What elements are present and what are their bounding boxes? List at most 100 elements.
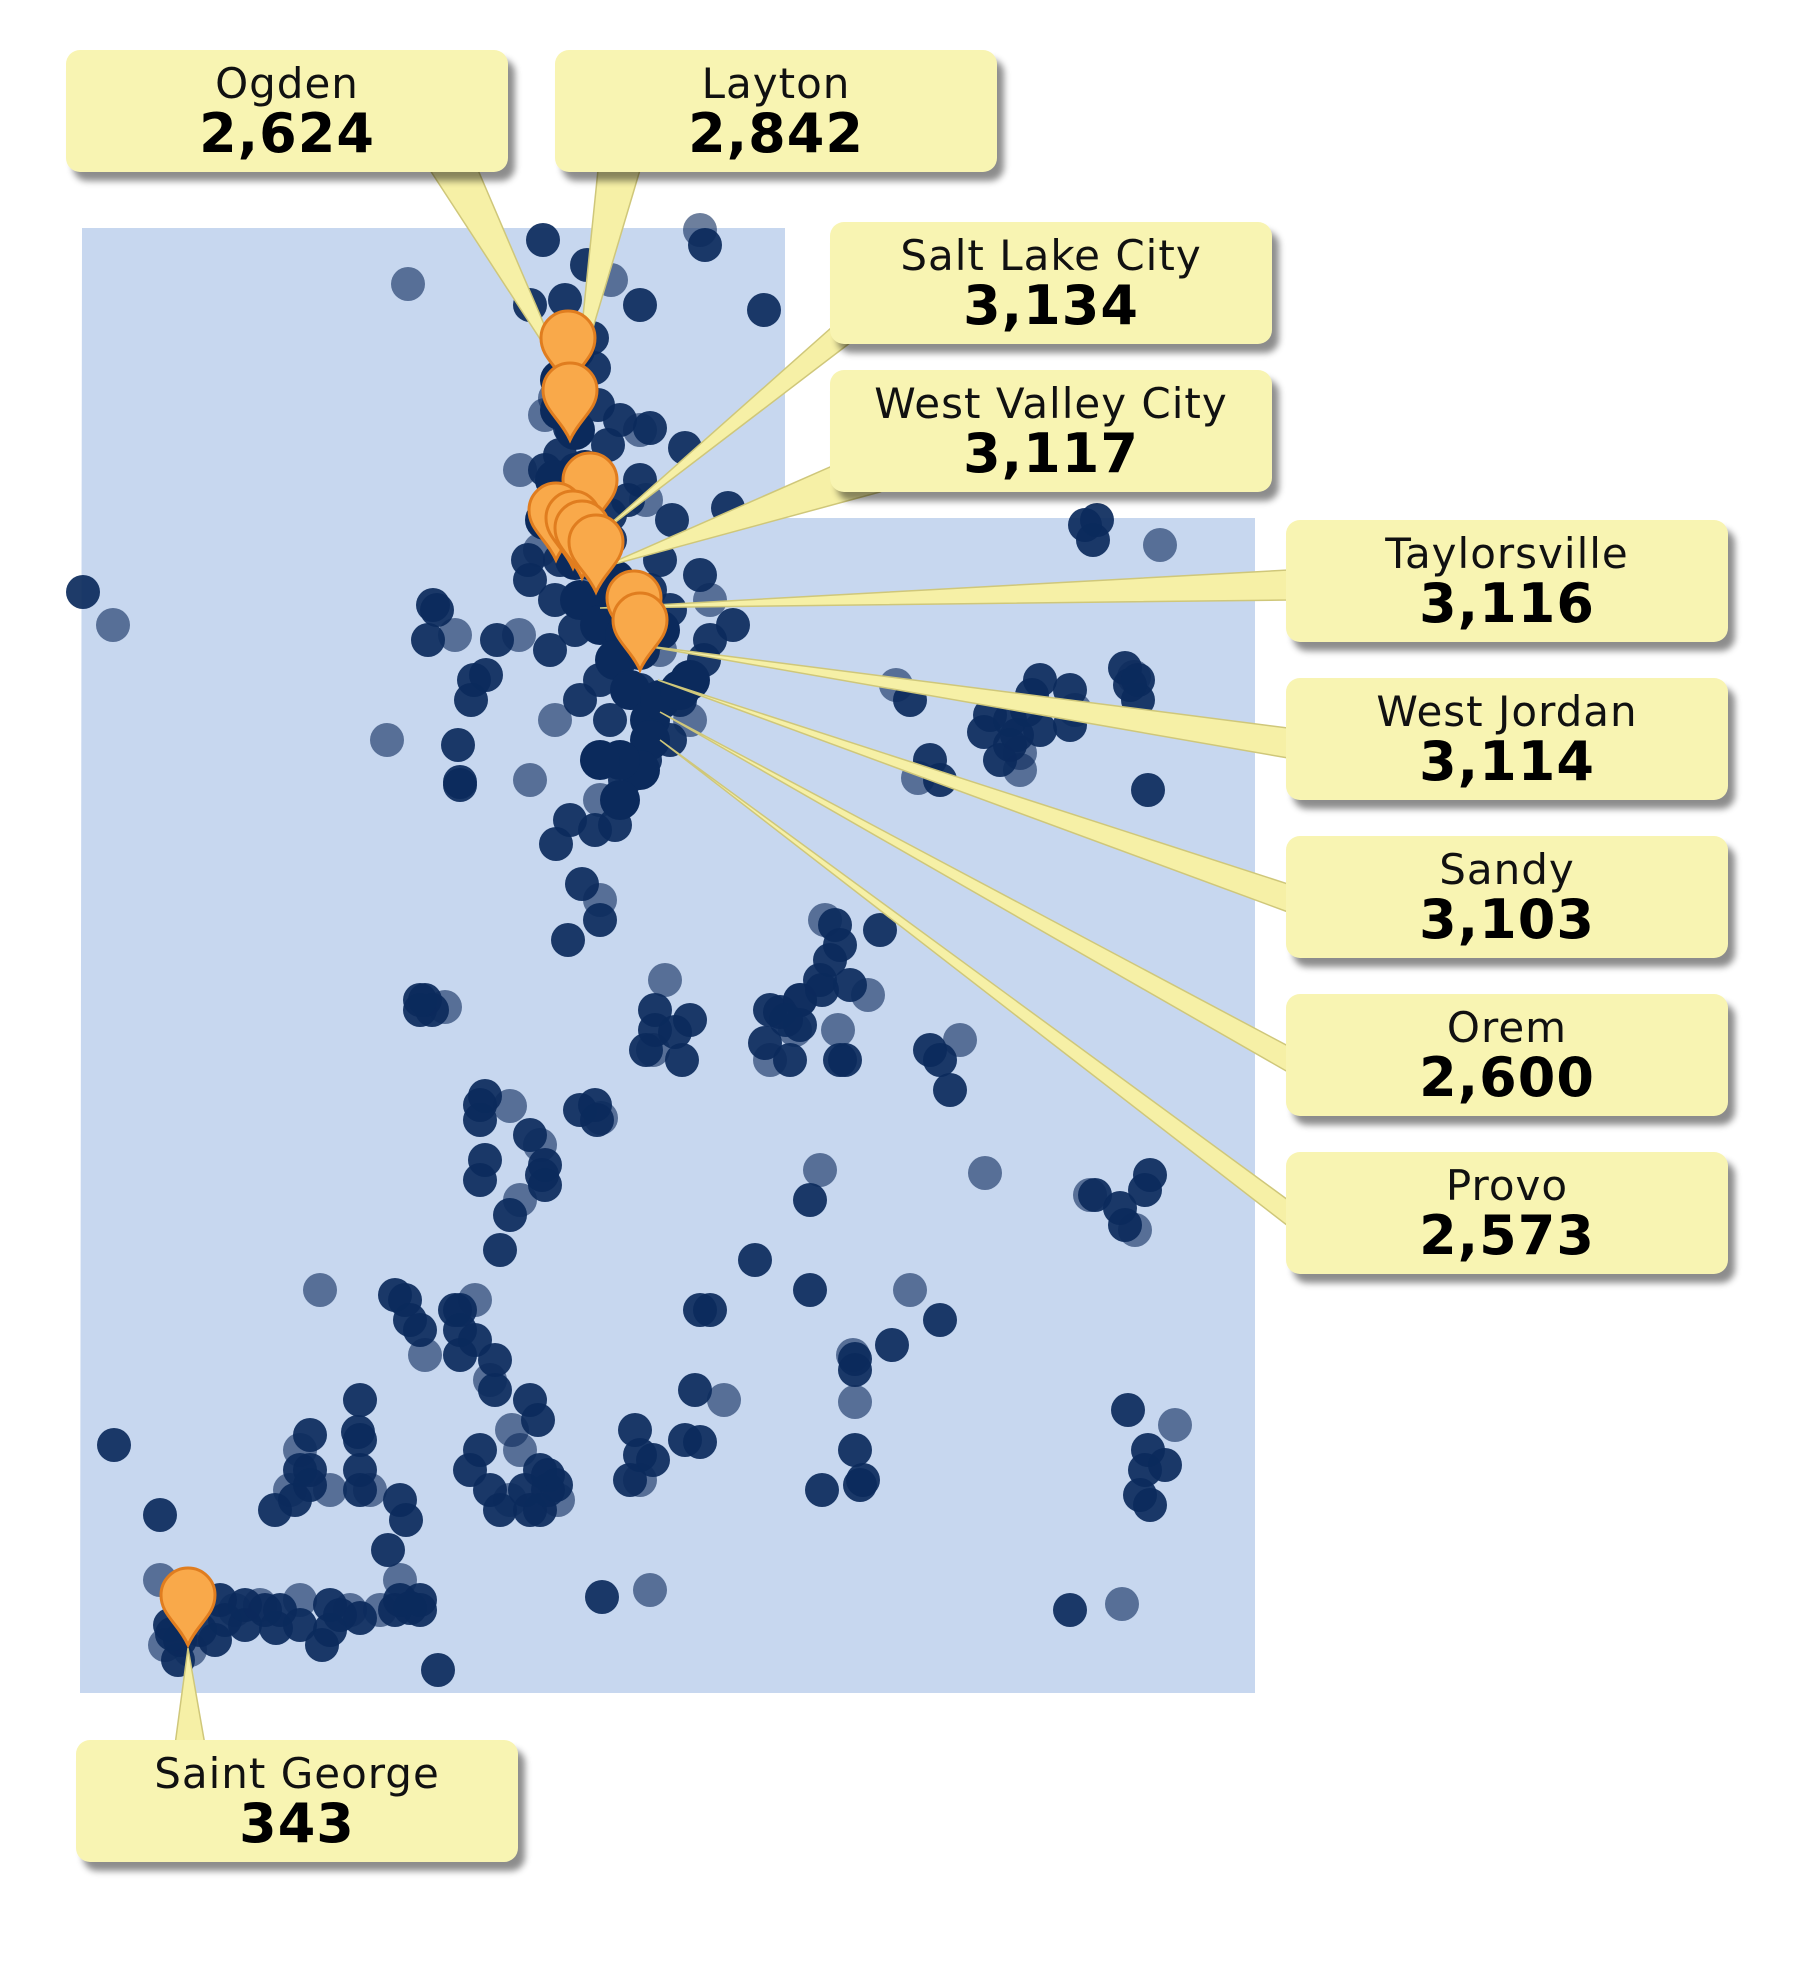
- location-dot: [438, 618, 472, 652]
- map-pin-icon[interactable]: [567, 513, 625, 596]
- location-dot: [97, 1428, 131, 1462]
- location-dot: [411, 623, 445, 657]
- location-dot: [1123, 1478, 1157, 1512]
- location-dot: [1131, 773, 1165, 807]
- callout-city: Saint George: [154, 1748, 440, 1798]
- callout-ogden[interactable]: Ogden 2,624: [66, 50, 508, 172]
- callout-count: 2,624: [199, 102, 375, 166]
- location-dot: [403, 983, 437, 1017]
- location-dot: [658, 1015, 692, 1049]
- location-dot: [278, 1483, 312, 1517]
- location-dot: [578, 1088, 612, 1122]
- location-dot: [421, 1653, 455, 1687]
- location-dot: [1003, 736, 1037, 770]
- location-dot: [1133, 1158, 1167, 1192]
- location-dot: [283, 1453, 317, 1487]
- location-dot: [668, 1423, 702, 1457]
- location-dot: [383, 1583, 417, 1617]
- callout-provo[interactable]: Provo 2,573: [1286, 1152, 1728, 1274]
- location-dot: [803, 1153, 837, 1187]
- callout-city: Orem: [1446, 1002, 1568, 1052]
- location-dot: [483, 1233, 517, 1267]
- map-pin-icon[interactable]: [159, 1566, 217, 1649]
- location-dot: [633, 1573, 667, 1607]
- location-dot: [838, 1433, 872, 1467]
- callout-orem[interactable]: Orem 2,600: [1286, 994, 1728, 1116]
- location-dot: [793, 1273, 827, 1307]
- location-dot: [670, 660, 710, 700]
- location-dot: [838, 1342, 872, 1376]
- callout-city: West Valley City: [874, 378, 1228, 428]
- location-dot: [533, 633, 567, 667]
- callout-count: 2,842: [688, 102, 864, 166]
- location-dot: [1080, 503, 1114, 537]
- location-dot: [678, 1373, 712, 1407]
- location-dot: [753, 1043, 787, 1077]
- location-dot: [548, 283, 582, 317]
- location-dot: [391, 267, 425, 301]
- callout-city: Ogden: [215, 58, 359, 108]
- location-dot: [595, 640, 635, 680]
- location-dot: [513, 1118, 547, 1152]
- callout-count: 343: [239, 1792, 355, 1856]
- location-dot: [593, 703, 627, 737]
- location-dot: [513, 563, 547, 597]
- location-dot: [443, 765, 477, 799]
- callout-saint-george[interactable]: Saint George 343: [76, 1740, 518, 1862]
- location-dot: [343, 1423, 377, 1457]
- location-dot: [633, 411, 667, 445]
- location-dot: [378, 1278, 412, 1312]
- location-dot: [1073, 1178, 1107, 1212]
- location-dot: [863, 913, 897, 947]
- location-dot: [583, 903, 617, 937]
- location-dot: [967, 715, 1001, 749]
- location-dot: [469, 658, 503, 692]
- callout-salt-lake-city[interactable]: Salt Lake City 3,134: [830, 222, 1272, 344]
- callout-count: 3,116: [1419, 572, 1595, 636]
- location-dot: [838, 1385, 872, 1419]
- location-dot: [623, 1438, 657, 1472]
- location-dot: [443, 1338, 477, 1372]
- callout-west-jordan[interactable]: West Jordan 3,114: [1286, 678, 1728, 800]
- location-dot: [629, 1033, 663, 1067]
- location-dot: [313, 1613, 347, 1647]
- location-dot: [665, 1043, 699, 1077]
- callout-layton[interactable]: Layton 2,842: [555, 50, 997, 172]
- location-dot: [441, 728, 475, 762]
- location-dot: [805, 1473, 839, 1507]
- location-dot: [821, 1013, 855, 1047]
- location-dot: [454, 683, 488, 717]
- location-dot: [293, 1418, 327, 1452]
- callout-leader-lines: [174, 169, 1289, 1746]
- location-dot: [538, 703, 572, 737]
- callout-city: West Jordan: [1376, 686, 1638, 736]
- location-dot: [503, 453, 537, 487]
- location-dot: [463, 1163, 497, 1197]
- callout-count: 3,114: [1419, 730, 1595, 794]
- map-pin-icon[interactable]: [611, 591, 669, 674]
- location-dot: [539, 827, 573, 861]
- location-dot: [313, 1473, 347, 1507]
- map-pin-icon[interactable]: [539, 309, 597, 392]
- location-dot: [66, 575, 100, 609]
- location-dot: [1105, 1587, 1139, 1621]
- location-dot: [648, 963, 682, 997]
- callout-west-valley-city[interactable]: West Valley City 3,117: [830, 370, 1272, 492]
- callout-count: 2,573: [1419, 1204, 1595, 1268]
- location-dot: [683, 213, 717, 247]
- location-dot: [623, 288, 657, 322]
- location-dot: [502, 618, 536, 652]
- callout-sandy[interactable]: Sandy 3,103: [1286, 836, 1728, 958]
- location-dot: [523, 1453, 557, 1487]
- location-dot: [580, 740, 620, 780]
- callout-city: Salt Lake City: [900, 230, 1202, 280]
- callout-taylorsville[interactable]: Taylorsville 3,116: [1286, 520, 1728, 642]
- map-pin-icon[interactable]: [541, 361, 599, 444]
- location-dot: [1023, 713, 1057, 747]
- callout-count: 2,600: [1419, 1046, 1595, 1110]
- location-dot: [370, 723, 404, 757]
- location-dot: [738, 1243, 772, 1277]
- location-dot: [526, 223, 560, 257]
- location-dot: [521, 1403, 555, 1437]
